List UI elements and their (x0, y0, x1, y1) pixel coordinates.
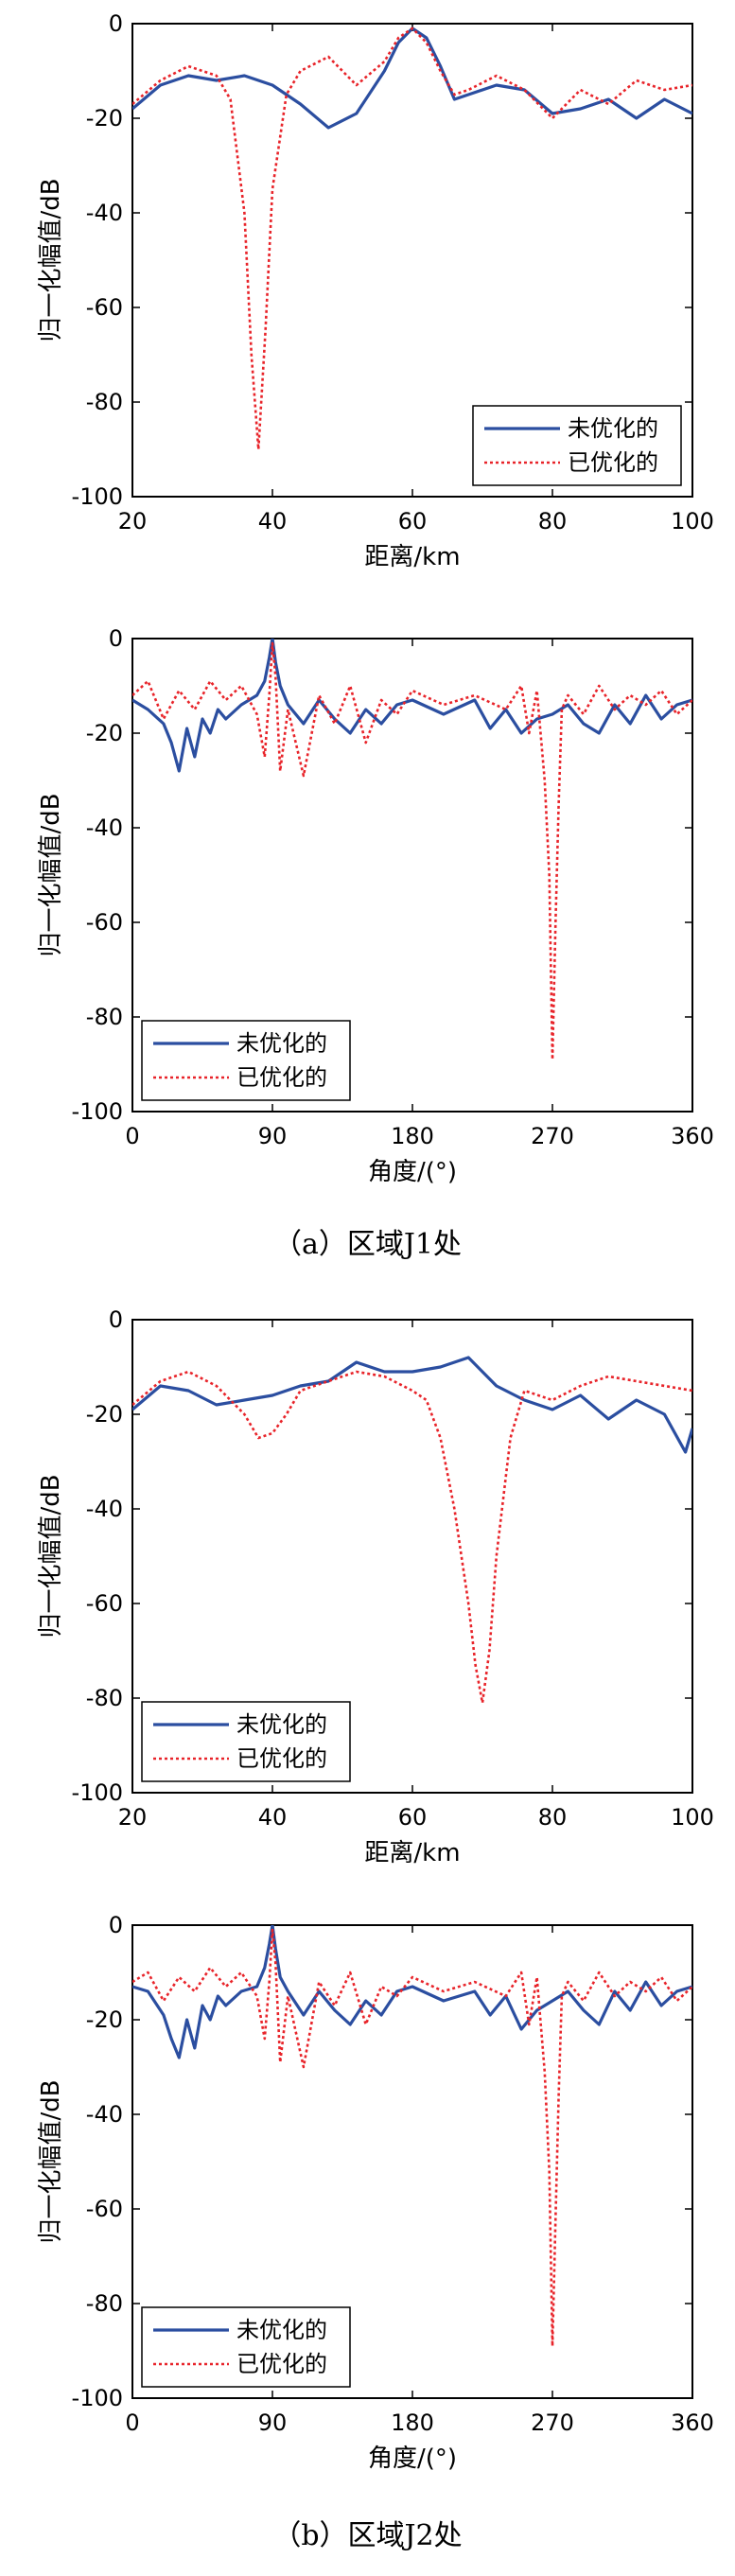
x-tick-label: 80 (538, 1804, 568, 1831)
x-axis-title: 距离/km (364, 1839, 460, 1867)
series-line-unoptimized (132, 1356, 692, 1454)
x-tick-label: 20 (118, 1804, 148, 1831)
y-tick-label: 0 (109, 10, 123, 37)
y-tick-label: -20 (86, 720, 123, 746)
y-axis-title: 归一化幅值/dB (37, 1474, 65, 1638)
series-line-optimized (132, 26, 692, 451)
series-line-optimized (132, 1928, 692, 2348)
y-tick-label: -60 (86, 2196, 123, 2222)
y-tick-label: 0 (109, 1912, 123, 1938)
series-line-optimized (132, 641, 692, 1061)
x-tick-label: 360 (671, 1123, 714, 1149)
y-axis-title: 归一化幅值/dB (37, 178, 65, 342)
x-axis-title: 距离/km (364, 543, 460, 571)
y-tick-label: -20 (86, 1401, 123, 1428)
x-tick-label: 180 (391, 1123, 434, 1149)
y-tick-label: -100 (72, 1779, 123, 1806)
y-tick-label: -80 (86, 1685, 123, 1711)
series-line-unoptimized (132, 1925, 692, 2059)
legend-box (472, 405, 682, 486)
legend-label: 未优化的 (236, 1711, 327, 1738)
y-tick-label: -40 (86, 2101, 123, 2128)
y-axis-title: 归一化幅值/dB (37, 793, 65, 956)
x-tick-label: 100 (671, 508, 714, 534)
x-tick-label: 270 (531, 2410, 574, 2436)
y-tick-label: -60 (86, 909, 123, 936)
chart-panel-2: 0 -20 -40 -60 -80 -100 0 90 180 270 360 角度/(°) 归一化幅值… (0, 615, 735, 1201)
chart-panel-1: 0 -20 -40 -60 -80 -100 20 40 60 80 100 距离/km 归一化幅值/d… (0, 0, 735, 587)
x-tick-label: 80 (538, 508, 568, 534)
x-tick-label: 60 (398, 508, 428, 534)
x-axis-title: 角度/(°) (368, 2445, 457, 2473)
x-tick-label: 100 (671, 1804, 714, 1831)
legend-label: 已优化的 (236, 1064, 327, 1091)
x-axis-title: 角度/(°) (368, 1158, 457, 1186)
y-tick-label: -40 (86, 200, 123, 226)
legend-label: 已优化的 (236, 1745, 327, 1772)
x-tick-label: 0 (125, 2410, 139, 2436)
legend-label: 未优化的 (236, 1030, 327, 1057)
y-tick-label: -100 (72, 2385, 123, 2411)
x-tick-label: 90 (258, 1123, 288, 1149)
caption-a: （a）区域J1处 (273, 1228, 462, 1261)
y-tick-label: -40 (86, 1496, 123, 1522)
chart-panel-4: 0 -20 -40 -60 -80 -100 0 90 180 270 360 角度/(°) 归一化幅值… (0, 1901, 735, 2488)
y-tick-label: -80 (86, 1004, 123, 1030)
legend-label: 已优化的 (568, 449, 658, 476)
x-tick-label: 270 (531, 1123, 574, 1149)
legend-box (141, 1701, 351, 1782)
y-tick-label: 0 (109, 625, 123, 652)
series-line-unoptimized (132, 26, 692, 130)
legend-label: 未优化的 (568, 415, 658, 442)
x-tick-label: 20 (118, 508, 148, 534)
chart-panel-3: 0 -20 -40 -60 -80 -100 20 40 60 80 100 距离/km 归一化幅值/d… (0, 1296, 735, 1883)
legend-label: 未优化的 (236, 2317, 327, 2343)
x-tick-label: 60 (398, 1804, 428, 1831)
series-line-unoptimized (132, 639, 692, 773)
y-tick-label: -100 (72, 483, 123, 510)
legend-box (141, 1020, 351, 1101)
y-tick-label: -20 (86, 105, 123, 131)
x-tick-label: 360 (671, 2410, 714, 2436)
y-tick-label: -100 (72, 1098, 123, 1125)
y-tick-label: -80 (86, 2290, 123, 2317)
legend-box (141, 2306, 351, 2388)
y-tick-label: -40 (86, 815, 123, 841)
series-line-optimized (132, 1370, 692, 1705)
caption-b: （b）区域J2处 (272, 2519, 463, 2552)
y-axis-title: 归一化幅值/dB (37, 2079, 65, 2243)
x-tick-label: 0 (125, 1123, 139, 1149)
x-tick-label: 40 (258, 1804, 288, 1831)
y-tick-label: -60 (86, 1590, 123, 1617)
y-tick-label: -80 (86, 389, 123, 415)
x-tick-label: 180 (391, 2410, 434, 2436)
y-tick-label: -60 (86, 294, 123, 321)
x-tick-label: 90 (258, 2410, 288, 2436)
x-tick-label: 40 (258, 508, 288, 534)
legend-label: 已优化的 (236, 2351, 327, 2377)
y-tick-label: -20 (86, 2006, 123, 2033)
y-tick-label: 0 (109, 1306, 123, 1333)
